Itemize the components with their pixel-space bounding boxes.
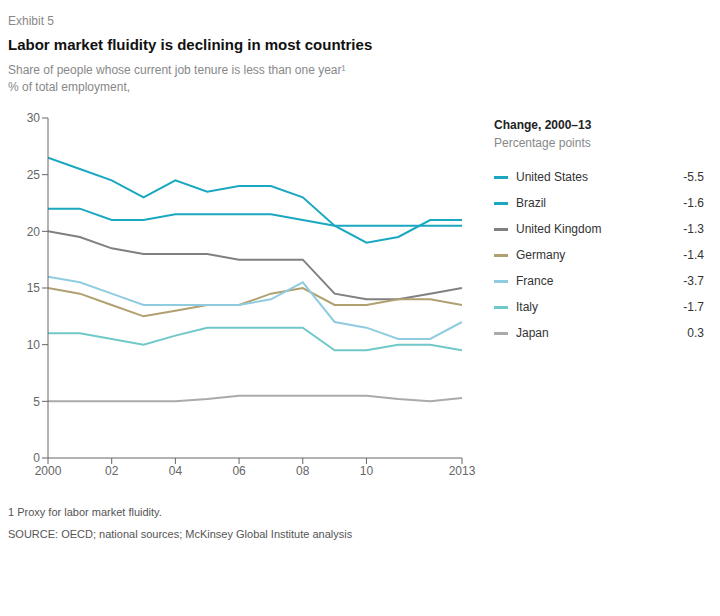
svg-text:08: 08: [296, 464, 310, 478]
html-text:-1.7: -1.7: [683, 300, 704, 314]
html-text:1 Proxy for labor market fluid: 1 Proxy for labor market fluidity.: [8, 506, 162, 518]
svg-text:0: 0: [33, 451, 40, 465]
html-text:Brazil: Brazil: [516, 196, 546, 210]
html-text:Exhibit 5: Exhibit 5: [8, 14, 54, 28]
html-text:Japan: Japan: [516, 326, 549, 340]
html-text:Change, 2000–13: Change, 2000–13: [494, 118, 592, 132]
html-text:-5.5: -5.5: [683, 170, 704, 184]
html-text:-1.3: -1.3: [683, 222, 704, 236]
html-text:Labor market fluidity is decli: Labor market fluidity is declining in mo…: [8, 36, 373, 53]
svg-text:25: 25: [27, 168, 41, 182]
html-text:Germany: Germany: [516, 248, 566, 262]
html-text:Share of people whose current: Share of people whose current job tenure…: [8, 63, 346, 77]
html-text:Italy: Italy: [516, 300, 538, 314]
html-text:France: France: [516, 274, 554, 288]
html-text:-1.4: -1.4: [683, 248, 704, 262]
html-text:-3.7: -3.7: [683, 274, 704, 288]
html-text:United States: United States: [516, 170, 588, 184]
html-text:-1.6: -1.6: [683, 196, 704, 210]
svg-text:10: 10: [27, 338, 41, 352]
html-text:SOURCE: OECD; national sources: SOURCE: OECD; national sources; McKinsey…: [8, 528, 353, 540]
html-text:United Kingdom: United Kingdom: [516, 222, 602, 236]
html-text:% of total employment,: % of total employment,: [8, 80, 131, 94]
svg-text:20: 20: [27, 225, 41, 239]
html-text:0.3: 0.3: [687, 326, 704, 340]
svg-text:30: 30: [27, 111, 41, 125]
svg-text:06: 06: [232, 464, 246, 478]
svg-text:04: 04: [169, 464, 183, 478]
svg-text:02: 02: [105, 464, 119, 478]
svg-text:15: 15: [27, 281, 41, 295]
html-text:Percentage points: Percentage points: [494, 136, 591, 150]
svg-text:2013: 2013: [449, 464, 476, 478]
svg-text:5: 5: [33, 395, 40, 409]
svg-text:10: 10: [360, 464, 374, 478]
svg-text:2000: 2000: [35, 464, 62, 478]
